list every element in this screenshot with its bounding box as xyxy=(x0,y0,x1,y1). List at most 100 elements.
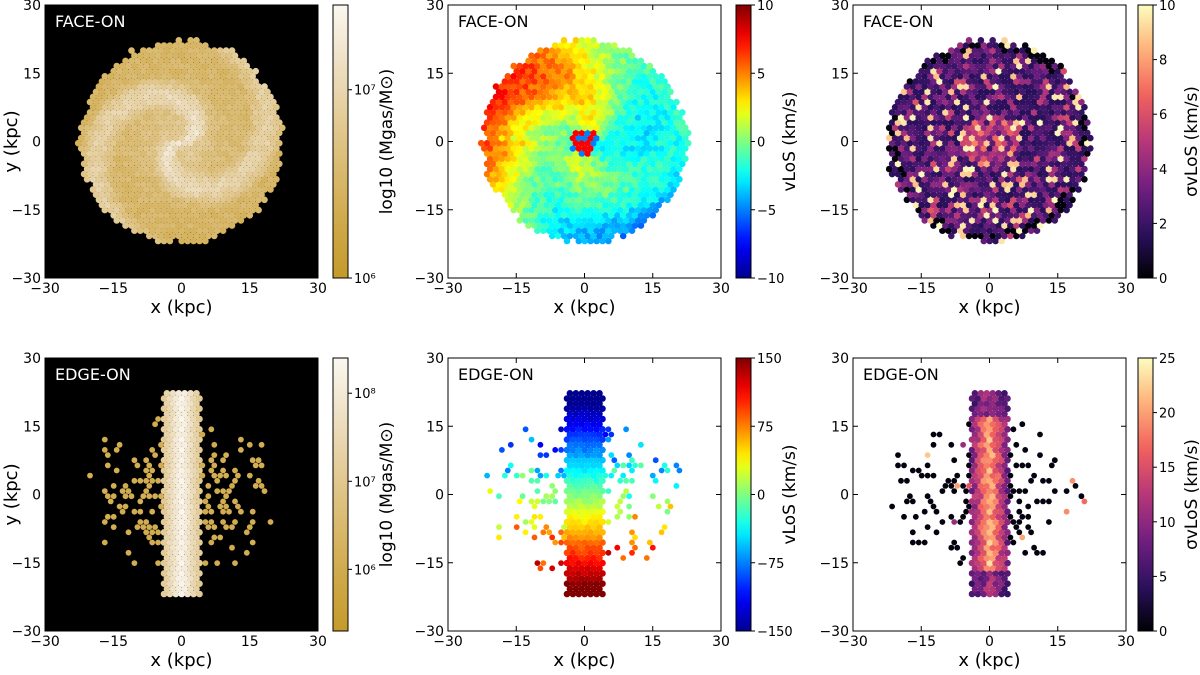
x-tick-label: −15 xyxy=(98,634,128,650)
y-tick-label: 30 xyxy=(426,0,444,14)
hexbin-cell xyxy=(643,212,651,219)
hexbin-cell xyxy=(605,237,612,245)
hexbin-cell xyxy=(208,52,215,59)
hexbin-cell xyxy=(146,493,153,500)
hexbin-cell xyxy=(1010,426,1017,433)
hexbin-cell xyxy=(145,47,153,54)
hexbin-cell xyxy=(211,212,218,219)
hexbin-cell xyxy=(492,93,500,101)
hexbin-cell xyxy=(907,493,913,500)
hexbin-cell xyxy=(921,217,928,224)
hexbin-cell xyxy=(933,114,940,121)
hexbin-cell xyxy=(1019,513,1026,520)
hexbin-cell xyxy=(614,462,621,469)
hexbin-cell xyxy=(939,145,946,152)
hexbin-cell xyxy=(116,98,123,106)
hexbin-cell xyxy=(504,145,512,152)
hexbin-cell xyxy=(974,103,982,111)
hexbin-cell xyxy=(581,165,588,173)
hexbin-cell xyxy=(187,150,194,157)
hexbin-cell xyxy=(924,139,931,147)
hexbin-cell xyxy=(977,67,985,75)
hexbin-cell xyxy=(205,181,212,188)
hexbin-cell xyxy=(181,150,188,157)
hexbin-cell xyxy=(267,176,274,183)
hexbin-cell xyxy=(119,155,126,162)
hexbin-cell xyxy=(131,62,138,70)
hexbin-cell xyxy=(237,176,245,183)
hexbin-cell xyxy=(166,155,174,162)
hexbin-cell xyxy=(936,181,943,188)
hexbin-cell xyxy=(971,109,979,116)
hexbin-cell xyxy=(616,217,624,224)
hexbin-cell xyxy=(548,109,556,116)
hexbin-cell xyxy=(169,109,177,116)
hexbin-cell xyxy=(575,206,583,214)
hexbin-cell xyxy=(255,103,262,111)
hexbin-cell xyxy=(528,467,535,474)
hexbin-cell xyxy=(143,519,150,525)
hexbin-cell xyxy=(166,196,174,204)
hexbin-cell xyxy=(213,196,221,204)
hexbin-cell xyxy=(548,88,556,96)
hexbin-cell xyxy=(950,145,958,152)
hexbin-cell xyxy=(995,109,1002,116)
hexbin-cell xyxy=(930,441,937,448)
hexbin-cell xyxy=(169,57,177,65)
hexbin-cell xyxy=(637,109,645,116)
hexbin-cell xyxy=(1045,124,1053,132)
hexbin-cell xyxy=(897,155,905,162)
hexbin-cell xyxy=(131,103,138,111)
hexbin-cell xyxy=(995,88,1002,96)
hexbin-cell xyxy=(912,201,920,209)
hexbin-cell xyxy=(213,165,221,173)
hexbin-cell xyxy=(646,539,653,546)
hexbin-cell xyxy=(1054,88,1062,96)
hexbin-cell xyxy=(492,145,500,152)
hexbin-cell xyxy=(131,227,138,234)
hexbin-cell xyxy=(205,503,212,510)
hexbin-cell xyxy=(986,124,993,132)
hexbin-cell xyxy=(894,119,902,126)
hexbin-cell xyxy=(89,186,97,193)
hexbin-cell xyxy=(134,222,141,229)
hexbin-cell xyxy=(901,513,907,520)
hexbin-cell xyxy=(1069,114,1076,121)
hexbin-cell xyxy=(255,124,262,132)
hexbin-cell xyxy=(554,98,562,106)
hexbin-cell xyxy=(175,232,183,240)
hexbin-cell xyxy=(1027,62,1035,70)
hexbin-cell xyxy=(625,119,633,126)
hexbin-cell xyxy=(563,83,571,90)
hexbin-cell xyxy=(222,129,230,137)
hexbin-cell xyxy=(537,472,544,479)
hexbin-cell xyxy=(664,145,671,152)
hexbin-cell xyxy=(643,191,651,198)
hexbin-cell xyxy=(172,165,180,173)
hexbin-cell xyxy=(1030,191,1038,198)
hexbin-cell xyxy=(1025,524,1032,530)
hexbin-cell xyxy=(974,206,982,214)
hexbin-cell xyxy=(261,196,268,204)
hexbin-cell xyxy=(528,134,535,142)
hexbin-cell xyxy=(605,165,612,173)
hexbin-cell xyxy=(193,57,200,65)
hexbin-cell xyxy=(1081,145,1088,152)
hexbin-cell xyxy=(225,114,233,121)
hexbin-cell xyxy=(658,124,665,132)
hexbin-cell xyxy=(664,124,671,132)
hexbin-cell xyxy=(104,98,112,106)
hexbin-cell xyxy=(172,124,180,132)
hexbin-cell xyxy=(537,47,544,54)
hexbin-cell xyxy=(608,170,615,178)
hexbin-cell xyxy=(903,93,911,101)
hexbin-cell xyxy=(608,57,615,65)
hexbin-cell xyxy=(1069,124,1076,132)
hexbin-cell xyxy=(243,529,250,536)
hexbin-cell xyxy=(116,139,123,147)
hexbin-cell xyxy=(175,119,183,126)
hexbin-cell xyxy=(249,73,256,80)
hexbin-cell xyxy=(948,441,955,448)
hexbin-cell xyxy=(602,67,609,75)
hexbin-cell xyxy=(537,57,544,65)
